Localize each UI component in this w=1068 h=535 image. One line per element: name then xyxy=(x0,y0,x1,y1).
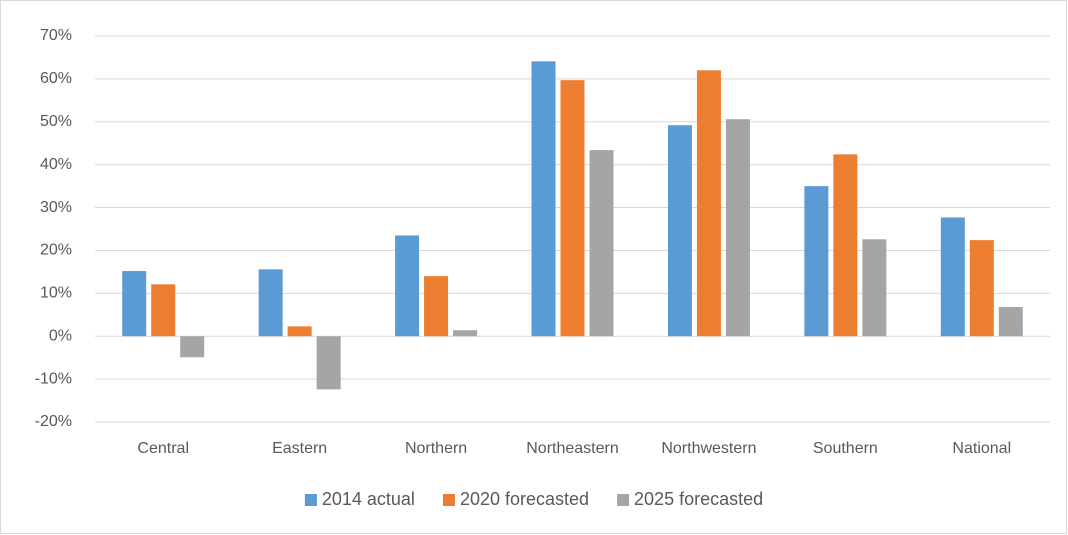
legend-label: 2014 actual xyxy=(322,489,415,509)
y-tick-label: -20% xyxy=(35,413,72,430)
bar xyxy=(180,336,205,358)
x-tick-label: Central xyxy=(137,440,189,457)
y-tick-label: 10% xyxy=(40,285,72,302)
y-tick-label: 40% xyxy=(40,156,72,173)
bar xyxy=(453,330,478,337)
bar xyxy=(833,154,858,337)
bar xyxy=(804,186,829,337)
bar xyxy=(560,80,585,337)
y-tick-label: 60% xyxy=(40,70,72,87)
x-tick-label: Eastern xyxy=(272,440,327,457)
bar xyxy=(122,271,147,337)
x-tick-label: Southern xyxy=(813,440,878,457)
bar xyxy=(395,235,420,337)
legend-swatch xyxy=(304,494,317,506)
y-tick-label: 70% xyxy=(40,27,72,44)
x-tick-label: Northern xyxy=(405,440,467,457)
legend-swatch xyxy=(442,494,455,506)
y-tick-label: 50% xyxy=(40,113,72,130)
bar xyxy=(667,125,692,337)
bar xyxy=(589,150,614,337)
x-tick-label: National xyxy=(952,440,1011,457)
bar xyxy=(940,217,965,337)
legend-label: 2025 forecasted xyxy=(634,489,763,509)
x-tick-label: Northeastern xyxy=(526,440,619,457)
bar xyxy=(862,239,887,337)
bar xyxy=(424,276,449,337)
bar xyxy=(258,269,283,337)
bar xyxy=(316,336,341,390)
x-tick-label: Northwestern xyxy=(661,440,756,457)
y-tick-label: 0% xyxy=(49,327,72,344)
bar xyxy=(725,119,750,337)
y-tick-label: -10% xyxy=(35,370,72,387)
bar xyxy=(969,240,994,337)
bar xyxy=(151,284,176,337)
y-tick-label: 30% xyxy=(40,199,72,216)
legend-swatch xyxy=(617,494,630,506)
bar xyxy=(287,326,312,337)
bar xyxy=(531,61,556,337)
y-tick-label: 20% xyxy=(40,242,72,259)
bar xyxy=(998,307,1023,337)
legend-label: 2020 forecasted xyxy=(460,489,589,509)
bar xyxy=(696,70,721,337)
